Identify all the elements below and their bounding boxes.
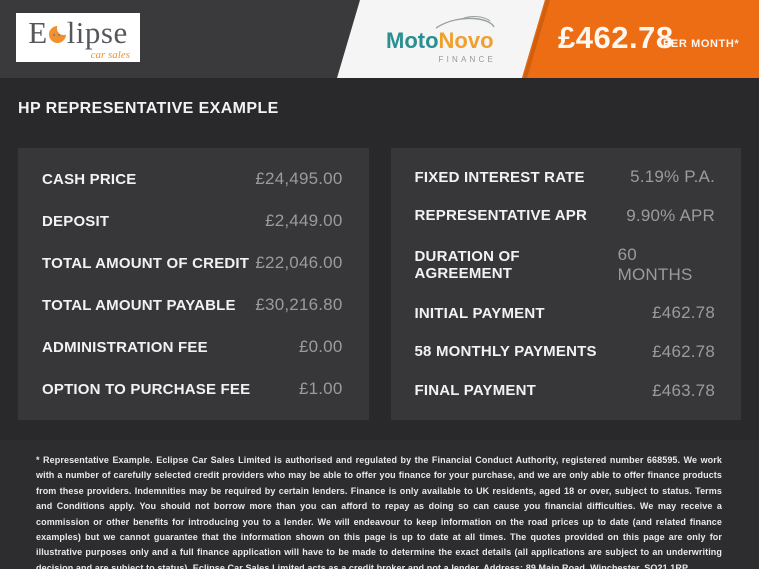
row-label: DURATION OF AGREEMENT (414, 247, 520, 282)
row-label: OPTION TO PURCHASE FEE (42, 380, 251, 398)
header-white-wedge (337, 0, 545, 78)
row-label: 58 MONTHLY PAYMENTS (414, 343, 597, 361)
table-row: DURATION OF AGREEMENT 60 MONTHS (415, 245, 716, 285)
row-value: £463.78 (652, 380, 715, 400)
motonovo-logo-text: MotoNovo (386, 17, 498, 54)
row-value: £2,449.00 (265, 211, 343, 230)
motonovo-finance-logo: MotoNovo FINANCE (386, 16, 498, 64)
row-value: £462.78 (652, 303, 715, 323)
eclipse-logo-tagline: car sales (90, 49, 130, 61)
table-row: TOTAL AMOUNT PAYABLE £30,216.80 (42, 295, 343, 315)
row-value: £30,216.80 (255, 295, 343, 314)
motonovo-logo-novo: Novo (438, 28, 494, 53)
table-row: REPRESENTATIVE APR 9.90% APR (415, 206, 716, 226)
row-value: 60 MONTHS (617, 244, 693, 284)
row-label: CASH PRICE (42, 170, 137, 188)
monthly-price-period: PER MONTH* (663, 38, 740, 50)
row-value: 5.19% P.A. (630, 167, 715, 187)
row-value: 9.90% APR (626, 205, 715, 225)
row-label: FINAL PAYMENT (414, 382, 537, 400)
row-label: TOTAL AMOUNT OF CREDIT (42, 254, 250, 272)
table-row: FIXED INTEREST RATE 5.19% P.A. (415, 167, 716, 187)
price-banner (522, 0, 759, 78)
row-label: REPRESENTATIVE APR (414, 207, 588, 225)
finance-panels: CASH PRICE £24,495.00 DEPOSIT £2,449.00 … (18, 148, 741, 420)
table-row: OPTION TO PURCHASE FEE £1.00 (42, 379, 343, 399)
page-title: HP REPRESENTATIVE EXAMPLE (18, 100, 279, 117)
row-label: DEPOSIT (42, 212, 110, 230)
row-value: £24,495.00 (255, 169, 343, 188)
table-row: FINAL PAYMENT £463.78 (415, 381, 716, 401)
disclaimer-footer: * Representative Example. Eclipse Car Sa… (0, 440, 759, 569)
table-row: CASH PRICE £24,495.00 (42, 169, 343, 189)
finance-terms-panel: FIXED INTEREST RATE 5.19% P.A. REPRESENT… (390, 148, 741, 420)
table-row: 58 MONTHLY PAYMENTS £462.78 (415, 342, 716, 362)
disclaimer-text: * Representative Example. Eclipse Car Sa… (36, 455, 722, 569)
eclipse-logo-suffix: lipse (66, 15, 128, 50)
table-row: DEPOSIT £2,449.00 (42, 211, 343, 231)
finance-breakdown-panel: CASH PRICE £24,495.00 DEPOSIT £2,449.00 … (18, 148, 369, 420)
crescent-moon-icon (48, 22, 70, 43)
row-label: ADMINISTRATION FEE (42, 338, 208, 356)
motonovo-logo-finance-label: FINANCE (438, 55, 496, 64)
car-swoosh-icon (435, 16, 495, 29)
monthly-price: £462.78 (558, 20, 674, 55)
table-row: ADMINISTRATION FEE £0.00 (42, 337, 343, 357)
motonovo-logo-moto: Moto (386, 28, 439, 53)
table-row: TOTAL AMOUNT OF CREDIT £22,046.00 (42, 253, 343, 273)
row-label: INITIAL PAYMENT (414, 304, 545, 322)
table-row: INITIAL PAYMENT £462.78 (415, 303, 716, 323)
eclipse-logo-prefix: E (28, 15, 48, 50)
row-value: £462.78 (652, 341, 715, 361)
main-section: HP REPRESENTATIVE EXAMPLE CASH PRICE £24… (0, 78, 759, 440)
row-value: £22,046.00 (255, 253, 343, 272)
row-value: £0.00 (298, 337, 343, 356)
row-value: £1.00 (298, 379, 343, 398)
row-label: FIXED INTEREST RATE (414, 168, 585, 186)
row-label: TOTAL AMOUNT PAYABLE (42, 296, 236, 314)
